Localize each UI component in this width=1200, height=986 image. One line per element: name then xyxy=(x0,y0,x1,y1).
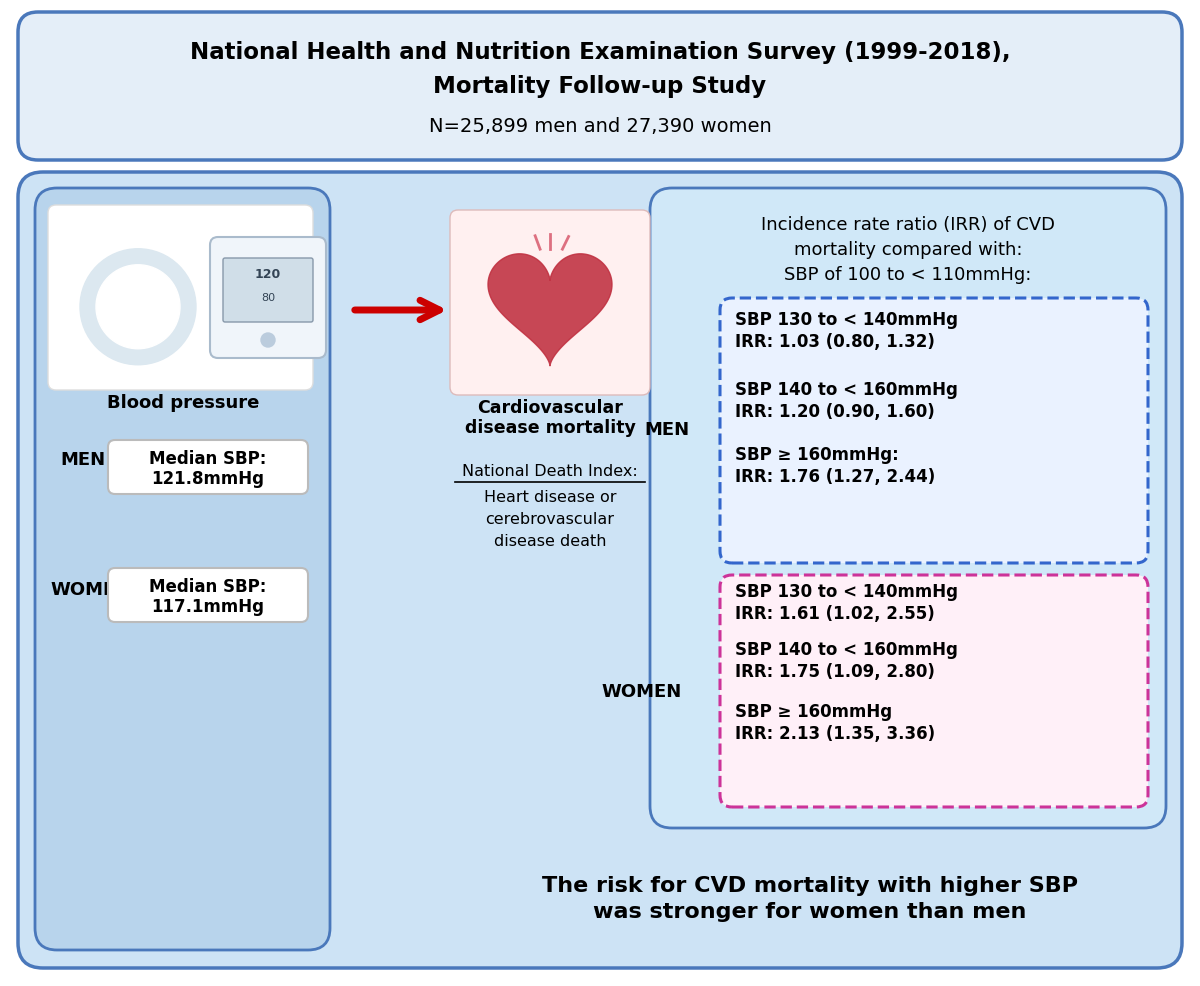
Text: SBP 130 to < 140mmHg: SBP 130 to < 140mmHg xyxy=(734,311,958,329)
Text: Median SBP:: Median SBP: xyxy=(149,578,266,596)
Text: National Death Index:: National Death Index: xyxy=(462,464,638,479)
Text: 120: 120 xyxy=(254,268,281,281)
FancyBboxPatch shape xyxy=(650,188,1166,828)
Text: IRR: 1.20 (0.90, 1.60): IRR: 1.20 (0.90, 1.60) xyxy=(734,403,935,421)
Text: SBP 130 to < 140mmHg: SBP 130 to < 140mmHg xyxy=(734,583,958,601)
Text: Mortality Follow-up Study: Mortality Follow-up Study xyxy=(433,76,767,99)
FancyBboxPatch shape xyxy=(18,172,1182,968)
FancyBboxPatch shape xyxy=(223,258,313,322)
Text: IRR: 2.13 (1.35, 3.36): IRR: 2.13 (1.35, 3.36) xyxy=(734,725,935,743)
FancyBboxPatch shape xyxy=(18,12,1182,160)
Text: SBP ≥ 160mmHg: SBP ≥ 160mmHg xyxy=(734,703,892,721)
Text: WOMEN: WOMEN xyxy=(601,683,682,701)
Text: mortality compared with:: mortality compared with: xyxy=(793,241,1022,259)
Text: N=25,899 men and 27,390 women: N=25,899 men and 27,390 women xyxy=(428,116,772,135)
Text: MEN: MEN xyxy=(644,421,690,439)
Text: 121.8mmHg: 121.8mmHg xyxy=(151,470,264,488)
Text: SBP ≥ 160mmHg:: SBP ≥ 160mmHg: xyxy=(734,446,899,464)
FancyBboxPatch shape xyxy=(108,568,308,622)
Text: SBP 140 to < 160mmHg: SBP 140 to < 160mmHg xyxy=(734,381,958,399)
Text: SBP 140 to < 160mmHg: SBP 140 to < 160mmHg xyxy=(734,641,958,659)
Text: IRR: 1.03 (0.80, 1.32): IRR: 1.03 (0.80, 1.32) xyxy=(734,333,935,351)
FancyBboxPatch shape xyxy=(35,188,330,950)
Text: Heart disease or: Heart disease or xyxy=(484,490,617,506)
Text: National Health and Nutrition Examination Survey (1999-2018),: National Health and Nutrition Examinatio… xyxy=(190,40,1010,63)
Circle shape xyxy=(96,265,180,349)
FancyBboxPatch shape xyxy=(720,575,1148,807)
Text: MEN: MEN xyxy=(60,451,106,469)
Text: IRR: 1.75 (1.09, 2.80): IRR: 1.75 (1.09, 2.80) xyxy=(734,663,935,681)
Polygon shape xyxy=(488,253,612,366)
FancyBboxPatch shape xyxy=(720,298,1148,563)
Text: 117.1mmHg: 117.1mmHg xyxy=(151,598,264,616)
Text: cerebrovascular: cerebrovascular xyxy=(486,513,614,528)
Text: Cardiovascular: Cardiovascular xyxy=(478,399,623,417)
FancyBboxPatch shape xyxy=(450,210,650,395)
Text: Blood pressure: Blood pressure xyxy=(107,394,259,412)
FancyBboxPatch shape xyxy=(48,205,313,390)
FancyBboxPatch shape xyxy=(108,440,308,494)
Text: 80: 80 xyxy=(260,293,275,303)
Text: Median SBP:: Median SBP: xyxy=(149,450,266,468)
Text: IRR: 1.76 (1.27, 2.44): IRR: 1.76 (1.27, 2.44) xyxy=(734,468,935,486)
Text: IRR: 1.61 (1.02, 2.55): IRR: 1.61 (1.02, 2.55) xyxy=(734,605,935,623)
Circle shape xyxy=(262,333,275,347)
FancyBboxPatch shape xyxy=(210,237,326,358)
Text: disease mortality: disease mortality xyxy=(464,419,636,437)
Text: The risk for CVD mortality with higher SBP: The risk for CVD mortality with higher S… xyxy=(542,876,1078,896)
Text: Incidence rate ratio (IRR) of CVD: Incidence rate ratio (IRR) of CVD xyxy=(761,216,1055,234)
Text: SBP of 100 to < 110mmHg:: SBP of 100 to < 110mmHg: xyxy=(785,266,1032,284)
Circle shape xyxy=(80,248,196,365)
Text: WOMEN: WOMEN xyxy=(50,581,131,599)
Text: was stronger for women than men: was stronger for women than men xyxy=(593,902,1027,922)
Text: disease death: disease death xyxy=(493,534,606,549)
